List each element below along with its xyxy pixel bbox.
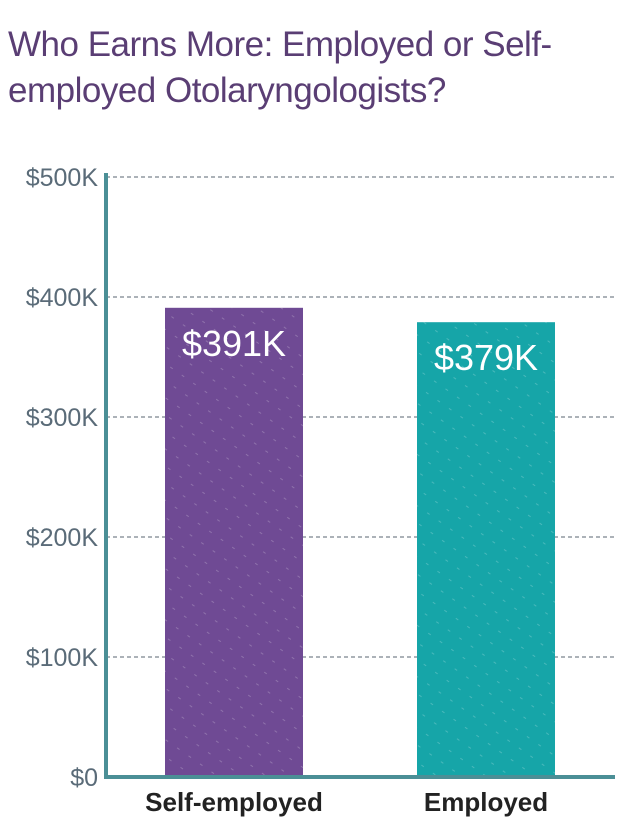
data-label-employed: $379K (434, 337, 538, 378)
bar-texture-employed (417, 322, 555, 777)
y-tick-label-400: $400K (26, 284, 99, 312)
y-tick-label-100: $100K (26, 644, 99, 672)
x-tick-label-self-employed: Self-employed (145, 787, 323, 817)
bar-texture-self-employed (165, 307, 303, 777)
y-tick-label-200: $200K (26, 524, 99, 552)
x-tick-label-employed: Employed (424, 787, 548, 817)
data-label-self-employed: $391K (182, 323, 286, 364)
y-tick-label-300: $300K (26, 404, 99, 432)
y-tick-label-0: $0 (70, 764, 98, 792)
chart-title: Who Earns More: Employed or Self-employe… (8, 25, 552, 110)
y-tick-label-500: $500K (26, 164, 99, 192)
